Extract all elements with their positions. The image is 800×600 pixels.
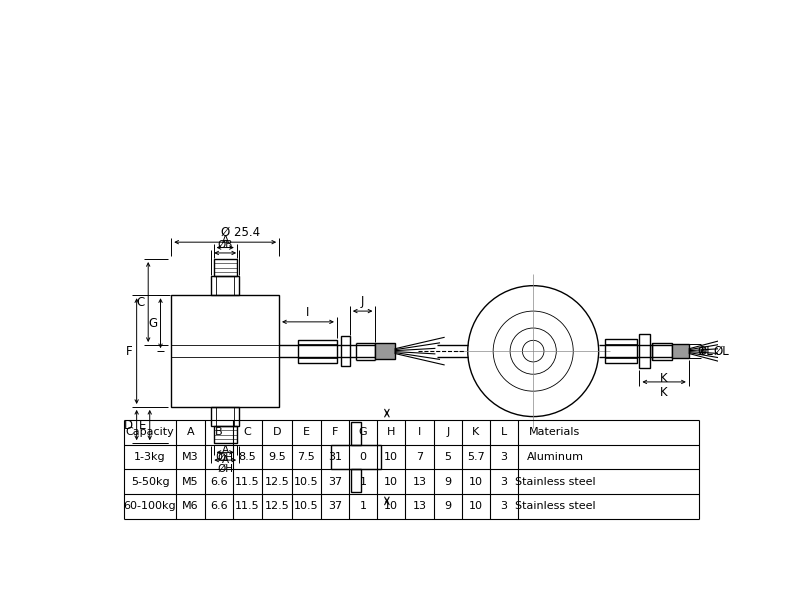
Text: 11.5: 11.5	[235, 476, 260, 487]
Text: 37: 37	[328, 501, 342, 511]
Text: 10.5: 10.5	[294, 476, 318, 487]
Text: A: A	[222, 235, 229, 245]
Text: 10: 10	[384, 501, 398, 511]
Text: 0: 0	[215, 452, 222, 462]
Text: 3: 3	[501, 501, 507, 511]
Text: 12.5: 12.5	[265, 476, 290, 487]
Text: ØB: ØB	[218, 240, 233, 250]
Text: 1: 1	[360, 501, 366, 511]
Text: 6.6: 6.6	[210, 501, 227, 511]
Bar	[211, 407, 239, 426]
Text: 5: 5	[444, 452, 451, 462]
Text: Materials: Materials	[530, 427, 581, 437]
Bar	[341, 337, 350, 366]
Text: M5: M5	[182, 476, 199, 487]
Text: 7.5: 7.5	[298, 452, 315, 462]
Bar	[639, 334, 650, 368]
Bar	[214, 426, 237, 443]
Bar	[298, 340, 337, 362]
Text: Stainless steel: Stainless steel	[514, 501, 595, 511]
Text: 5-50kg: 5-50kg	[130, 476, 170, 487]
Bar	[672, 344, 689, 358]
Text: 13: 13	[413, 476, 426, 487]
Text: 9: 9	[444, 476, 451, 487]
Text: ØH: ØH	[218, 453, 234, 463]
Text: 1: 1	[360, 476, 366, 487]
Bar	[350, 469, 362, 491]
Text: E: E	[138, 419, 146, 431]
Bar	[350, 422, 362, 445]
Text: C: C	[244, 427, 251, 437]
Text: H: H	[387, 427, 395, 437]
Text: J: J	[446, 427, 450, 437]
Text: 3: 3	[501, 476, 507, 487]
Text: I: I	[306, 306, 310, 319]
Text: M6: M6	[182, 501, 199, 511]
Text: ØH: ØH	[218, 464, 234, 474]
Bar	[605, 339, 637, 364]
Text: 9.5: 9.5	[268, 452, 286, 462]
Text: 8.5: 8.5	[238, 452, 256, 462]
Text: I: I	[418, 427, 421, 437]
Text: B: B	[215, 427, 222, 437]
Text: G: G	[359, 427, 367, 437]
Text: 37: 37	[328, 476, 342, 487]
Bar	[652, 343, 672, 359]
Text: 6.6: 6.6	[210, 476, 227, 487]
Text: M3: M3	[182, 452, 199, 462]
Text: 0: 0	[360, 452, 366, 462]
Text: Capacity: Capacity	[126, 427, 174, 437]
Text: A: A	[186, 427, 194, 437]
Text: 10.5: 10.5	[294, 501, 318, 511]
Text: E: E	[302, 427, 310, 437]
Bar	[211, 276, 239, 295]
Text: K: K	[472, 427, 479, 437]
Text: 12.5: 12.5	[265, 501, 290, 511]
Text: 10: 10	[469, 501, 483, 511]
Text: K: K	[660, 372, 668, 385]
Bar	[331, 445, 381, 469]
Text: 31: 31	[328, 452, 342, 462]
Text: 3: 3	[501, 452, 507, 462]
Text: 5.7: 5.7	[467, 452, 485, 462]
Text: F: F	[332, 427, 338, 437]
Text: 10: 10	[384, 476, 398, 487]
Text: 7: 7	[416, 452, 423, 462]
Text: L: L	[501, 427, 507, 437]
Text: 10: 10	[469, 476, 483, 487]
Text: D: D	[273, 427, 281, 437]
Text: 1-3kg: 1-3kg	[134, 452, 166, 462]
Text: 9: 9	[444, 501, 451, 511]
Bar	[375, 343, 394, 359]
Text: K: K	[660, 386, 668, 399]
Text: J: J	[361, 295, 364, 308]
Bar	[171, 295, 279, 407]
Text: 10: 10	[384, 452, 398, 462]
Text: D: D	[124, 419, 133, 431]
Bar	[214, 259, 237, 276]
Text: 60-100kg: 60-100kg	[124, 501, 176, 511]
Text: Aluminum: Aluminum	[526, 452, 583, 462]
Text: 13: 13	[413, 501, 426, 511]
Text: Stainless steel: Stainless steel	[514, 476, 595, 487]
Text: F: F	[126, 344, 133, 358]
Text: A: A	[222, 445, 229, 455]
Text: ØL: ØL	[698, 344, 714, 358]
Text: Ø 25.4: Ø 25.4	[221, 226, 260, 239]
Text: G: G	[148, 317, 158, 330]
Text: C: C	[136, 296, 144, 308]
Text: 11.5: 11.5	[235, 501, 260, 511]
Text: A: A	[222, 455, 229, 464]
Text: ØL: ØL	[714, 344, 729, 358]
